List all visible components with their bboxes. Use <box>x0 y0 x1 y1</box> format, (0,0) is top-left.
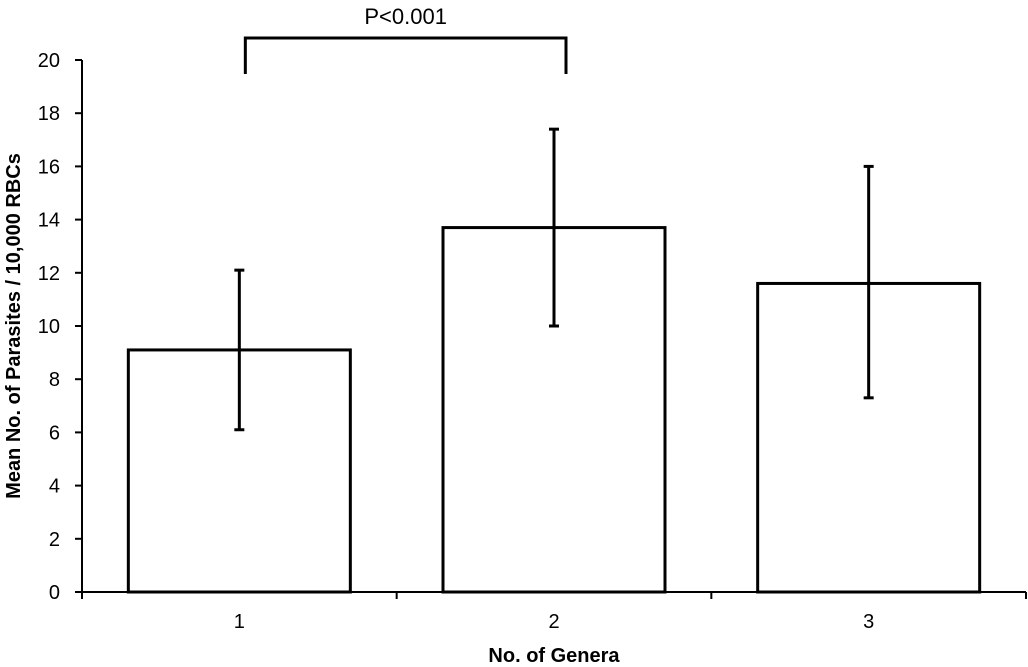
y-tick-label: 8 <box>49 369 60 391</box>
y-axis-title: Mean No. of Parasites / 10,000 RBCs <box>3 153 25 499</box>
y-tick-label: 10 <box>38 316 60 338</box>
error-bar-2 <box>549 127 559 328</box>
y-tick-label: 4 <box>49 476 60 498</box>
y-tick-label: 14 <box>38 210 60 232</box>
error-bar-1 <box>234 268 245 432</box>
y-tick-label: 0 <box>49 582 60 604</box>
x-ticks-layer: 1 2 3 <box>81 592 1027 633</box>
x-axis-title: No. of Genera <box>488 645 620 667</box>
y-tick-label: 20 <box>38 50 60 72</box>
error-bar-3 <box>863 164 874 400</box>
y-tick-label: 18 <box>38 103 60 125</box>
x-tick-label: 1 <box>234 611 245 633</box>
significance-label: P<0.001 <box>364 4 447 29</box>
y-tick-label: 12 <box>38 263 60 285</box>
y-ticks-layer: 0 2 4 6 8 10 12 14 16 18 20 <box>38 50 82 604</box>
error-bars-layer <box>234 127 874 432</box>
significance-annotation: P<0.001 <box>243 4 568 74</box>
y-tick-label: 2 <box>49 529 60 551</box>
y-tick-label: 16 <box>38 156 60 178</box>
y-tick-label: 6 <box>49 422 60 444</box>
significance-bracket <box>243 36 568 74</box>
x-tick-label: 2 <box>548 611 559 633</box>
x-tick-label: 3 <box>863 611 874 633</box>
